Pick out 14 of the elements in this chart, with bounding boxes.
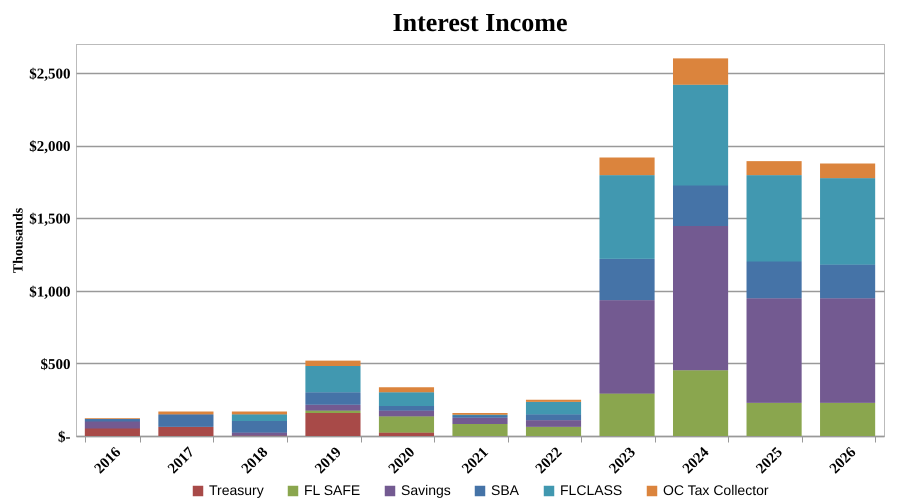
y-tick-label: $2,000 [29,139,70,156]
y-tick-label: $1,000 [29,284,70,300]
legend-label: Treasury [209,482,264,498]
y-tick-label: $- [58,430,70,446]
y-tick-label: $2,500 [29,66,70,83]
y-axis-title: Thousands [11,207,26,274]
legend-label: SBA [491,482,520,498]
legend-label: OC Tax Collector [663,482,769,498]
legend-label: FLCLASS [560,482,622,498]
legend-label: FL SAFE [304,482,360,498]
legend-label: Savings [401,482,451,498]
y-tick-label: $1,500 [29,212,70,228]
chart-title: Interest Income [392,8,568,37]
y-tick-label: $500 [40,356,70,373]
